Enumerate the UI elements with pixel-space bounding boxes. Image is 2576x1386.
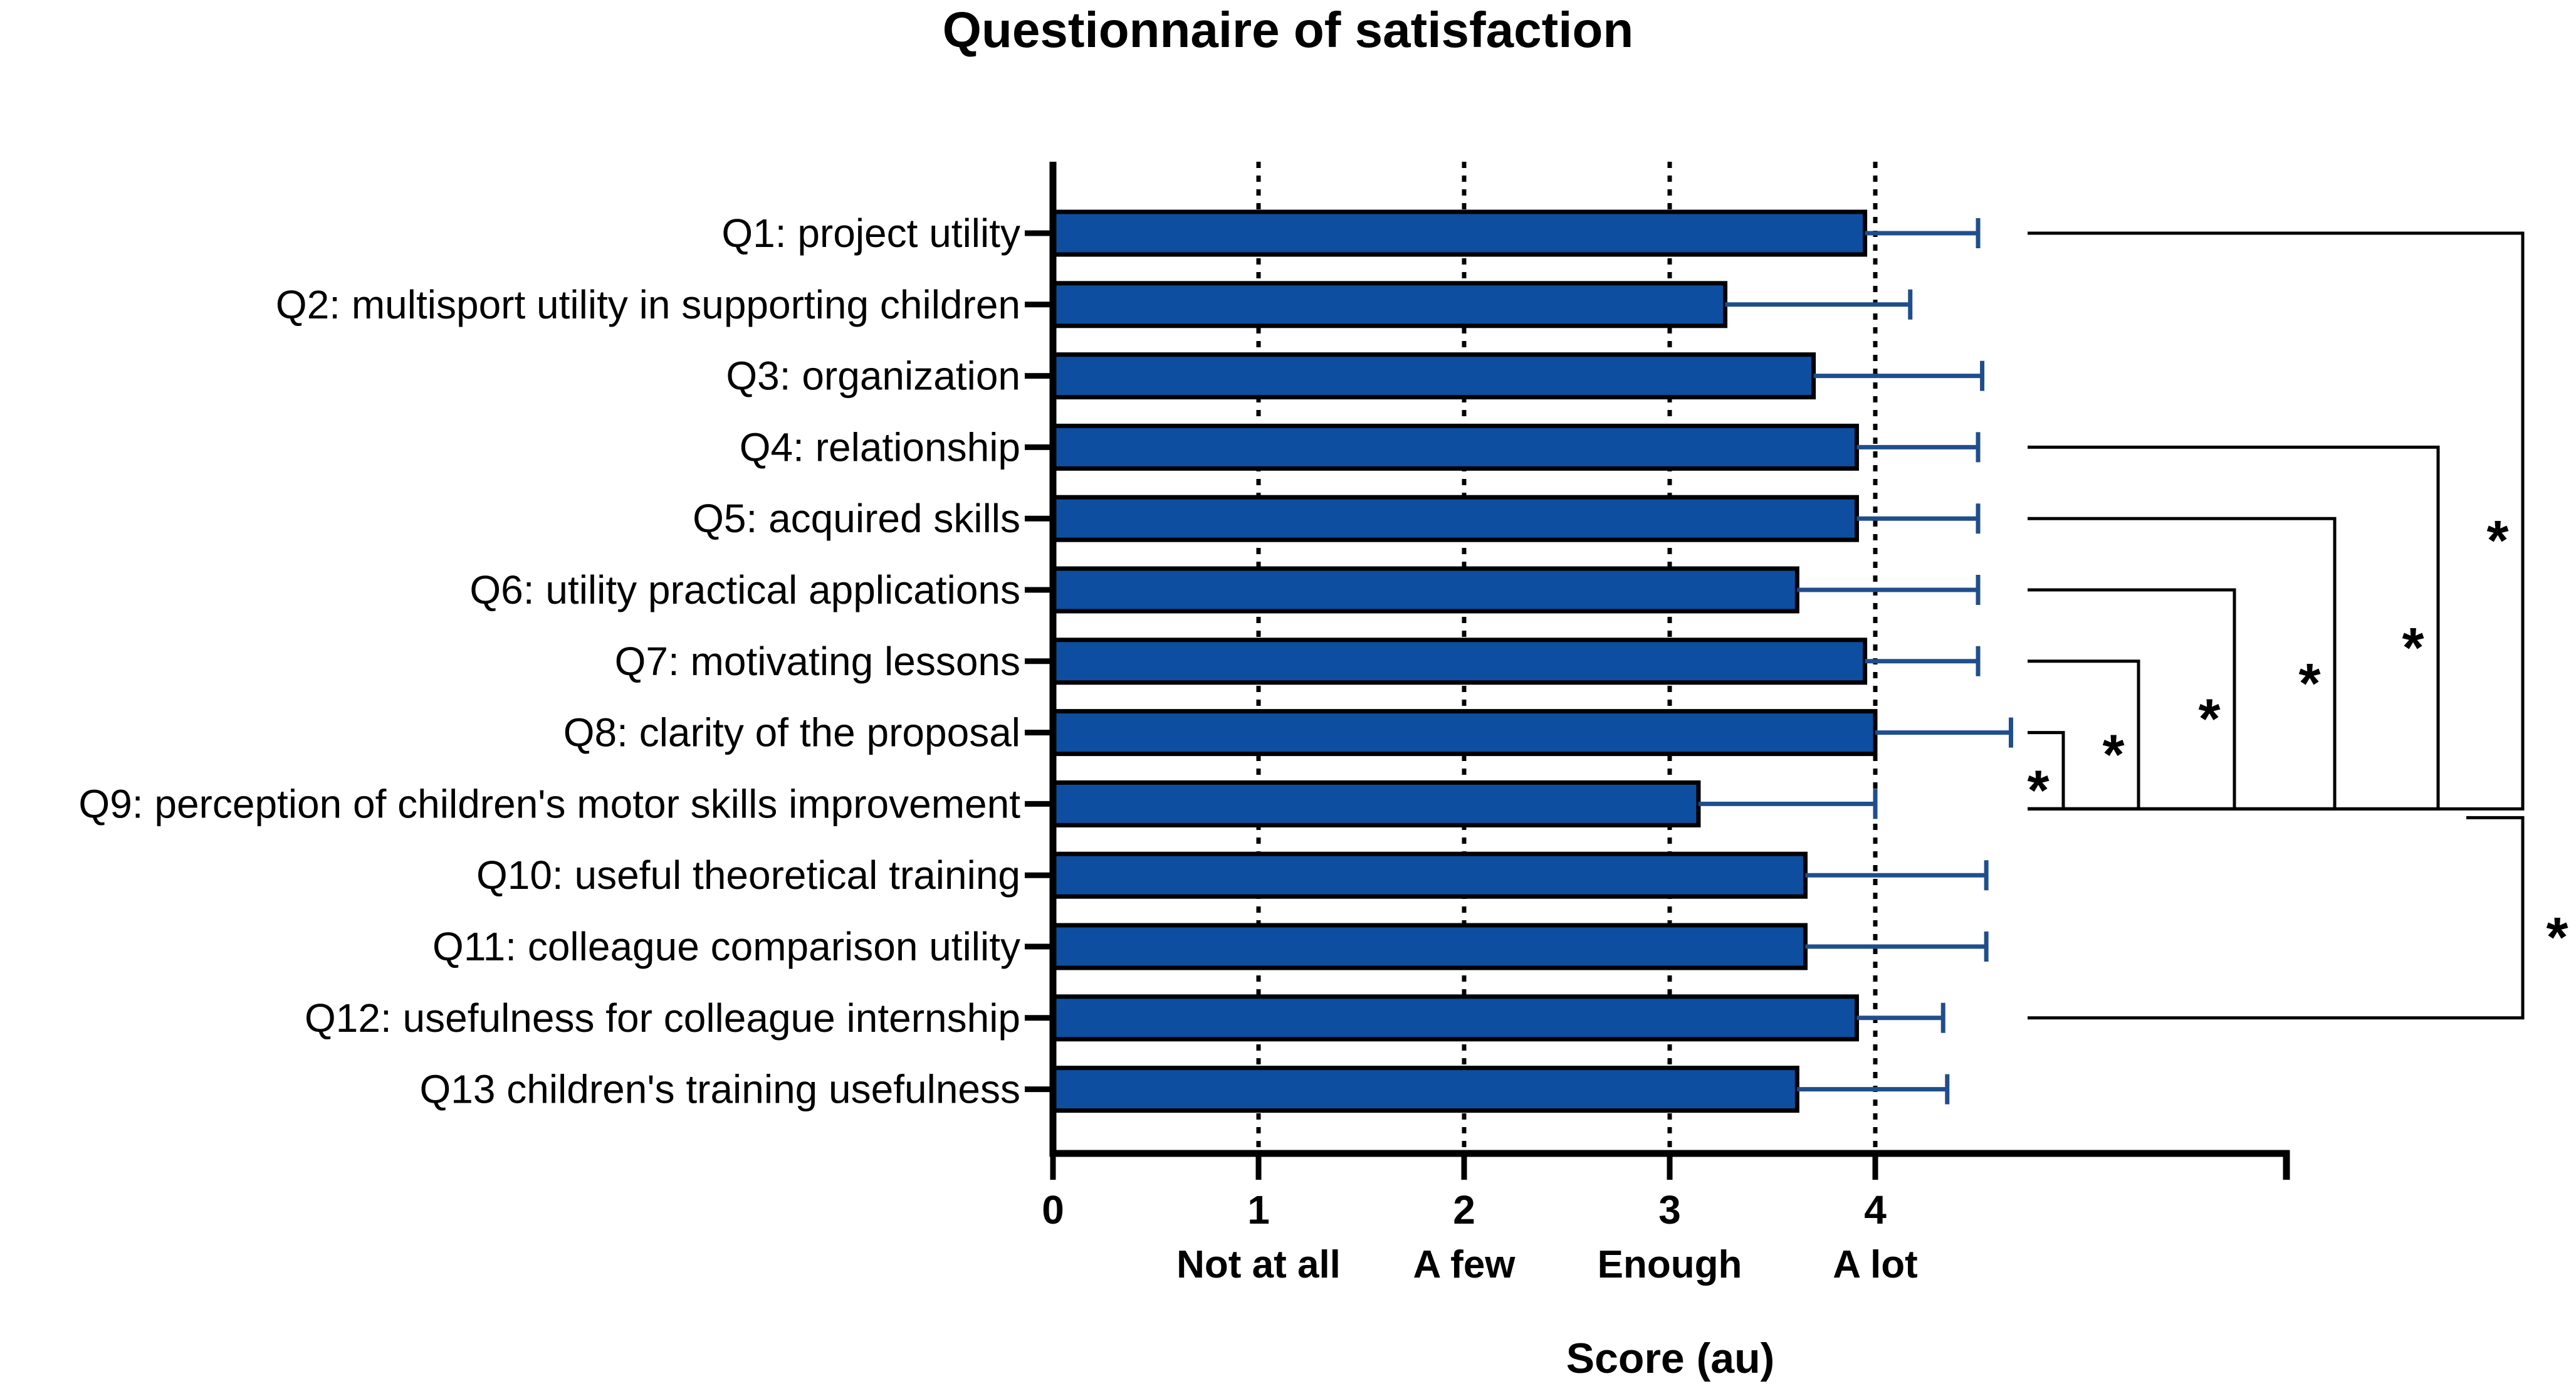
- category-label: Q11: colleague comparison utility: [432, 924, 1020, 969]
- x-axis-title: Score (au): [1566, 1335, 1775, 1382]
- bar: [1050, 209, 1868, 257]
- category-label: Q3: organization: [726, 354, 1020, 399]
- level-label: A few: [1413, 1243, 1516, 1286]
- significance-bracket: [2028, 517, 2337, 811]
- significance-star: *: [2027, 760, 2049, 822]
- category-label: Q7: motivating lessons: [615, 639, 1020, 684]
- significance-bracket: [2028, 231, 2525, 811]
- chart-title: Questionnaire of satisfaction: [943, 2, 1633, 58]
- category-label: Q1: project utility: [721, 211, 1020, 256]
- significance-star: *: [2298, 653, 2320, 715]
- significance-star: *: [2198, 688, 2220, 751]
- bar: [1050, 709, 1878, 757]
- significance-star: *: [2102, 724, 2124, 787]
- bar: [1050, 780, 1701, 827]
- bar: [1050, 566, 1799, 614]
- significance-star: *: [2402, 617, 2424, 680]
- category-label: Q5: acquired skills: [693, 496, 1020, 541]
- level-label: Enough: [1598, 1243, 1742, 1286]
- bar: [1050, 638, 1868, 685]
- bar: [1050, 352, 1816, 400]
- category-label: Q4: relationship: [740, 424, 1020, 470]
- level-label: A lot: [1833, 1243, 1917, 1286]
- x-tick-label: 4: [1864, 1187, 1887, 1232]
- x-tick-label: 0: [1042, 1187, 1064, 1232]
- category-label: Q9: perception of children's motor skill…: [78, 781, 1020, 826]
- significance-star: *: [2486, 510, 2508, 572]
- x-tick-label: 2: [1453, 1187, 1475, 1232]
- category-label: Q10: useful theoretical training: [476, 853, 1020, 898]
- bar: [1050, 923, 1808, 970]
- category-label: Q8: clarity of the proposal: [563, 710, 1020, 755]
- category-label: Q6: utility practical applications: [469, 567, 1020, 612]
- bar: [1050, 994, 1859, 1042]
- bar: [1050, 1066, 1799, 1113]
- category-label: Q13 children's training usefulness: [419, 1067, 1020, 1112]
- significance-bracket: [2028, 816, 2525, 1020]
- x-tick-label: 3: [1658, 1187, 1681, 1232]
- bar: [1050, 851, 1808, 899]
- bar: [1050, 495, 1859, 542]
- category-label: Q2: multisport utility in supporting chi…: [276, 282, 1020, 327]
- significance-star: *: [2546, 906, 2568, 969]
- level-label: Not at all: [1176, 1243, 1341, 1286]
- category-label: Q12: usefulness for colleague internship: [305, 995, 1020, 1041]
- bar: [1050, 281, 1728, 328]
- x-tick-label: 1: [1247, 1187, 1270, 1232]
- bar: [1050, 423, 1859, 471]
